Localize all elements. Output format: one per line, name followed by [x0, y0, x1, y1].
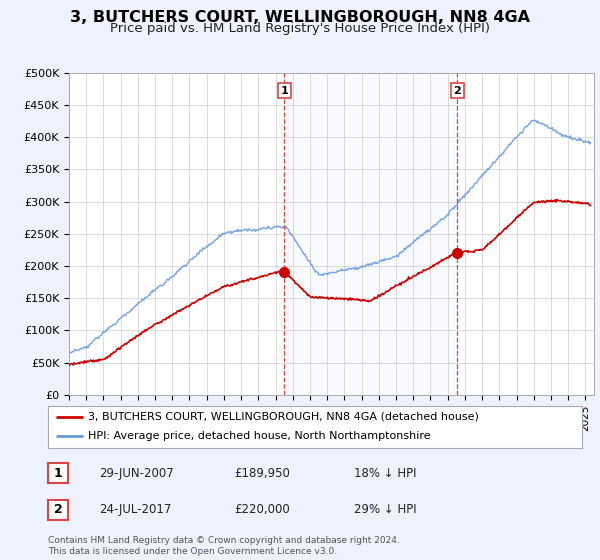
Text: £220,000: £220,000 — [234, 503, 290, 516]
Bar — [284, 73, 457, 395]
Text: 24-JUL-2017: 24-JUL-2017 — [99, 503, 172, 516]
Text: 29% ↓ HPI: 29% ↓ HPI — [354, 503, 416, 516]
Text: 1: 1 — [280, 86, 288, 96]
Text: Price paid vs. HM Land Registry's House Price Index (HPI): Price paid vs. HM Land Registry's House … — [110, 22, 490, 35]
Text: 2: 2 — [454, 86, 461, 96]
Text: £189,950: £189,950 — [234, 466, 290, 480]
Text: Contains HM Land Registry data © Crown copyright and database right 2024.
This d: Contains HM Land Registry data © Crown c… — [48, 536, 400, 556]
Text: 3, BUTCHERS COURT, WELLINGBOROUGH, NN8 4GA (detached house): 3, BUTCHERS COURT, WELLINGBOROUGH, NN8 4… — [88, 412, 479, 422]
Text: HPI: Average price, detached house, North Northamptonshire: HPI: Average price, detached house, Nort… — [88, 431, 431, 441]
Text: 3, BUTCHERS COURT, WELLINGBOROUGH, NN8 4GA: 3, BUTCHERS COURT, WELLINGBOROUGH, NN8 4… — [70, 10, 530, 25]
Text: 2: 2 — [53, 503, 62, 516]
Text: 29-JUN-2007: 29-JUN-2007 — [99, 466, 174, 480]
Text: 1: 1 — [53, 466, 62, 480]
Text: 18% ↓ HPI: 18% ↓ HPI — [354, 466, 416, 480]
